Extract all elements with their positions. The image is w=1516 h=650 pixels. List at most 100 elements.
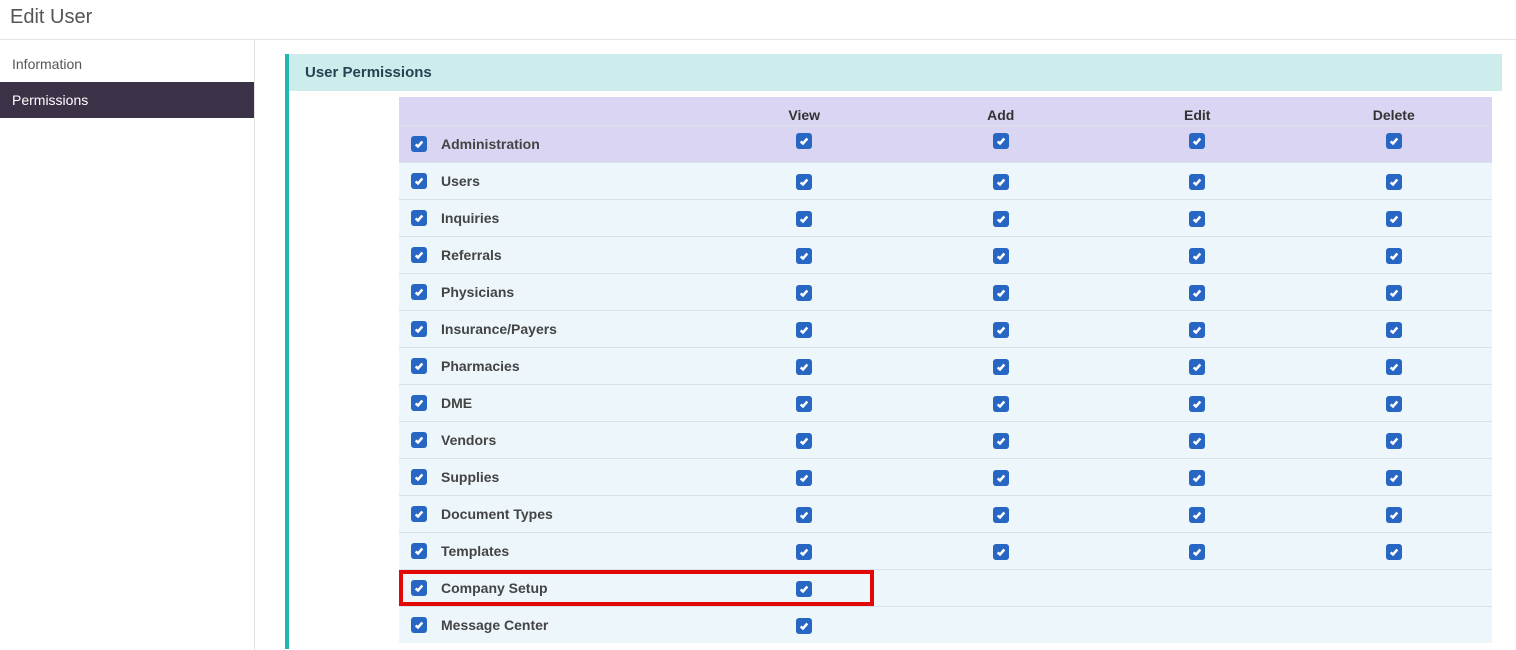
checkbox-row-11-col-2[interactable] <box>1189 544 1205 560</box>
perm-cell <box>706 163 902 200</box>
row-name-cell: Pharmacies <box>399 348 706 384</box>
checkbox-row-0-col-3[interactable] <box>1386 133 1402 149</box>
checkbox-row-7-col-1[interactable] <box>993 396 1009 412</box>
row-label: Document Types <box>441 506 553 522</box>
row-name-cell: Administration <box>399 126 706 162</box>
checkbox-row-0-col-1[interactable] <box>993 133 1009 149</box>
table-row: DME <box>399 385 1492 422</box>
row-name-cell: Insurance/Payers <box>399 311 706 347</box>
checkbox-row-6-col-1[interactable] <box>993 359 1009 375</box>
checkbox-row-1-col-0[interactable] <box>796 174 812 190</box>
row-name-cell: Document Types <box>399 496 706 532</box>
perm-cell <box>1099 163 1295 200</box>
checkbox-row-1-col-2[interactable] <box>1189 174 1205 190</box>
checkbox-row-10-col-1[interactable] <box>993 507 1009 523</box>
checkbox-row-9-col-1[interactable] <box>993 470 1009 486</box>
checkbox-row-13-col-0[interactable] <box>796 618 812 634</box>
checkbox-row-13-enable[interactable] <box>411 617 427 633</box>
perm-cell <box>706 311 902 348</box>
checkbox-row-8-col-3[interactable] <box>1386 433 1402 449</box>
content: User Permissions ViewAddEditDelete Admin… <box>255 40 1516 650</box>
checkbox-row-12-enable[interactable] <box>411 580 427 596</box>
checkbox-row-7-col-3[interactable] <box>1386 396 1402 412</box>
panel-title: User Permissions <box>289 54 1502 91</box>
checkbox-row-6-col-0[interactable] <box>796 359 812 375</box>
checkbox-row-7-col-0[interactable] <box>796 396 812 412</box>
checkbox-row-0-col-0[interactable] <box>796 133 812 149</box>
checkbox-row-1-col-1[interactable] <box>993 174 1009 190</box>
perm-cell <box>706 274 902 311</box>
checkbox-row-4-col-3[interactable] <box>1386 285 1402 301</box>
layout: InformationPermissions User Permissions … <box>0 40 1516 650</box>
row-label: DME <box>441 395 472 411</box>
perm-cell <box>1295 533 1492 570</box>
checkbox-row-5-col-1[interactable] <box>993 322 1009 338</box>
checkbox-row-1-col-3[interactable] <box>1386 174 1402 190</box>
row-label: Pharmacies <box>441 358 520 374</box>
checkbox-row-10-col-0[interactable] <box>796 507 812 523</box>
table-row: Pharmacies <box>399 348 1492 385</box>
checkbox-row-8-col-1[interactable] <box>993 433 1009 449</box>
checkbox-row-4-col-1[interactable] <box>993 285 1009 301</box>
table-row: Inquiries <box>399 200 1492 237</box>
checkbox-row-5-enable[interactable] <box>411 321 427 337</box>
perm-cell <box>903 348 1099 385</box>
checkbox-row-2-col-3[interactable] <box>1386 211 1402 227</box>
checkbox-row-3-enable[interactable] <box>411 247 427 263</box>
checkbox-row-11-col-3[interactable] <box>1386 544 1402 560</box>
checkbox-row-7-col-2[interactable] <box>1189 396 1205 412</box>
checkbox-row-9-col-0[interactable] <box>796 470 812 486</box>
checkbox-row-0-enable[interactable] <box>411 136 427 152</box>
checkbox-row-3-col-0[interactable] <box>796 248 812 264</box>
perm-cell <box>1295 311 1492 348</box>
checkbox-row-6-col-3[interactable] <box>1386 359 1402 375</box>
checkbox-row-8-col-0[interactable] <box>796 433 812 449</box>
checkbox-row-6-col-2[interactable] <box>1189 359 1205 375</box>
row-name-cell: DME <box>399 385 706 421</box>
checkbox-row-0-col-2[interactable] <box>1189 133 1205 149</box>
checkbox-row-6-enable[interactable] <box>411 358 427 374</box>
perm-cell <box>1099 274 1295 311</box>
checkbox-row-7-enable[interactable] <box>411 395 427 411</box>
checkbox-row-11-col-1[interactable] <box>993 544 1009 560</box>
checkbox-row-5-col-0[interactable] <box>796 322 812 338</box>
checkbox-row-8-enable[interactable] <box>411 432 427 448</box>
perm-cell <box>903 200 1099 237</box>
checkbox-row-2-col-2[interactable] <box>1189 211 1205 227</box>
checkbox-row-10-enable[interactable] <box>411 506 427 522</box>
checkbox-row-11-enable[interactable] <box>411 543 427 559</box>
checkbox-row-11-col-0[interactable] <box>796 544 812 560</box>
row-label: Company Setup <box>441 580 548 596</box>
checkbox-row-10-col-2[interactable] <box>1189 507 1205 523</box>
checkbox-row-3-col-2[interactable] <box>1189 248 1205 264</box>
perm-cell <box>1295 496 1492 533</box>
checkbox-row-4-enable[interactable] <box>411 284 427 300</box>
row-label: Users <box>441 173 480 189</box>
checkbox-row-1-enable[interactable] <box>411 173 427 189</box>
checkbox-row-5-col-3[interactable] <box>1386 322 1402 338</box>
perm-cell <box>706 126 902 163</box>
checkbox-row-10-col-3[interactable] <box>1386 507 1402 523</box>
checkbox-row-12-col-0[interactable] <box>796 581 812 597</box>
checkbox-row-9-col-2[interactable] <box>1189 470 1205 486</box>
sidebar-item-permissions[interactable]: Permissions <box>0 82 254 118</box>
checkbox-row-9-col-3[interactable] <box>1386 470 1402 486</box>
checkbox-row-8-col-2[interactable] <box>1189 433 1205 449</box>
checkbox-row-2-enable[interactable] <box>411 210 427 226</box>
checkbox-row-5-col-2[interactable] <box>1189 322 1205 338</box>
row-name-cell: Message Center <box>399 607 706 643</box>
checkbox-row-9-enable[interactable] <box>411 469 427 485</box>
checkbox-row-4-col-2[interactable] <box>1189 285 1205 301</box>
perm-cell <box>1099 496 1295 533</box>
checkbox-row-2-col-1[interactable] <box>993 211 1009 227</box>
checkbox-row-3-col-1[interactable] <box>993 248 1009 264</box>
table-row: Referrals <box>399 237 1492 274</box>
perm-cell <box>903 385 1099 422</box>
perm-cell <box>903 459 1099 496</box>
perm-cell <box>1099 126 1295 163</box>
checkbox-row-3-col-3[interactable] <box>1386 248 1402 264</box>
checkbox-row-2-col-0[interactable] <box>796 211 812 227</box>
perm-cell <box>706 422 902 459</box>
sidebar-item-information[interactable]: Information <box>0 46 254 82</box>
checkbox-row-4-col-0[interactable] <box>796 285 812 301</box>
